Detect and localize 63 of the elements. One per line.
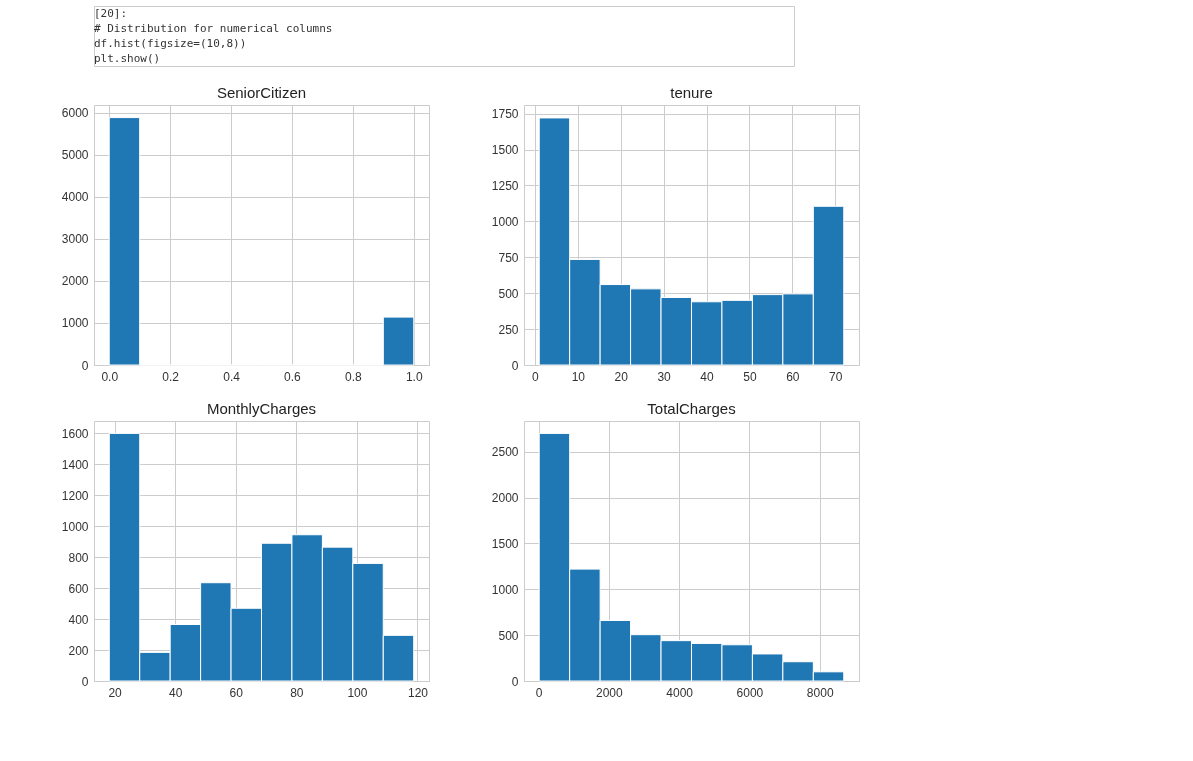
x-tick-label: 1.0 xyxy=(405,369,423,384)
chart-title: tenure xyxy=(670,84,713,101)
x-tick-label: 60 xyxy=(786,369,800,384)
y-tick-label: 1500 xyxy=(491,143,519,158)
x-tick-label: 120 xyxy=(407,685,429,700)
x-tick-label: 4000 xyxy=(666,685,694,700)
x-tick-label: 100 xyxy=(347,685,368,700)
x-tick-label: 20 xyxy=(614,369,629,384)
y-tick-label: 250 xyxy=(498,322,519,337)
y-tick-label: 400 xyxy=(68,612,89,627)
x-tick-label: 80 xyxy=(290,685,304,700)
x-tick-label: 0 xyxy=(532,369,540,384)
x-tick-label: 40 xyxy=(169,685,183,700)
y-tick-label: 4000 xyxy=(61,190,89,205)
y-tick-label: 3000 xyxy=(61,232,89,247)
x-tick-label: 40 xyxy=(700,369,715,384)
y-tick-label: 1750 xyxy=(491,107,519,122)
y-tick-label: 1000 xyxy=(61,316,89,331)
y-tick-label: 1400 xyxy=(61,457,89,472)
y-tick-label: 800 xyxy=(68,550,89,565)
y-tick-label: 1500 xyxy=(491,536,519,551)
x-tick-label: 10 xyxy=(571,369,586,384)
x-tick-label: 70 xyxy=(829,369,843,384)
x-tick-label: 60 xyxy=(229,685,244,700)
y-tick-label: 0 xyxy=(511,674,519,689)
text: [20]: xyxy=(94,6,128,20)
y-tick-label: 1200 xyxy=(61,488,89,503)
y-tick-label: 750 xyxy=(498,250,519,265)
x-tick-label: 20 xyxy=(108,685,123,700)
x-tick-label: 0.6 xyxy=(284,369,302,384)
y-tick-label: 2500 xyxy=(491,445,519,460)
chart-title: MonthlyCharges xyxy=(206,400,317,417)
chart-title: SeniorCitizen xyxy=(216,84,307,101)
y-tick-label: 2000 xyxy=(491,491,519,506)
text: df.hist(figsize=(10,8)) xyxy=(94,36,247,50)
y-tick-label: 0 xyxy=(511,358,519,373)
x-tick-label: 50 xyxy=(743,369,757,384)
x-tick-label: 2000 xyxy=(596,685,624,700)
text: # Distribution for numerical columns xyxy=(94,21,333,35)
x-tick-label: 0 xyxy=(535,685,543,700)
x-tick-label: 8000 xyxy=(806,685,834,700)
y-tick-label: 1000 xyxy=(491,582,519,597)
x-tick-label: 0.8 xyxy=(345,369,363,384)
y-tick-label: 1250 xyxy=(491,178,519,193)
y-tick-label: 600 xyxy=(68,581,89,596)
x-tick-label: 0.4 xyxy=(223,369,241,384)
chart-title: TotalCharges xyxy=(647,400,736,417)
y-tick-label: 2000 xyxy=(61,274,89,289)
x-tick-label: 0.2 xyxy=(162,369,180,384)
y-tick-label: 1000 xyxy=(61,519,89,534)
y-tick-label: 5000 xyxy=(61,148,89,163)
x-tick-label: 30 xyxy=(657,369,672,384)
x-tick-label: 0.0 xyxy=(101,369,119,384)
text: plt.show() xyxy=(94,51,161,65)
y-tick-label: 0 xyxy=(81,358,89,373)
y-tick-label: 0 xyxy=(81,674,89,689)
y-tick-label: 1000 xyxy=(491,214,519,229)
x-tick-label: 6000 xyxy=(736,685,764,700)
y-tick-label: 6000 xyxy=(61,106,89,121)
y-tick-label: 1600 xyxy=(61,426,89,441)
y-tick-label: 500 xyxy=(498,286,519,301)
y-tick-label: 500 xyxy=(498,628,519,643)
y-tick-label: 200 xyxy=(68,643,89,658)
